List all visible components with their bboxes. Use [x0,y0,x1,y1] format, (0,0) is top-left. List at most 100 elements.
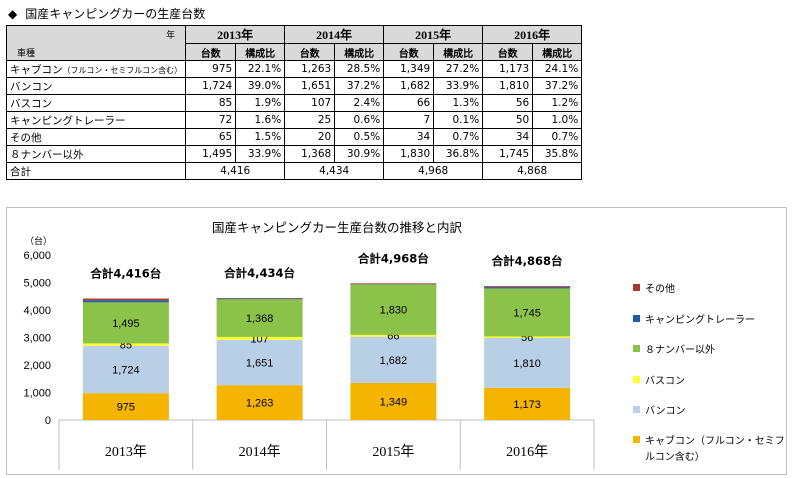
row-label-text: キャブコン [10,63,63,76]
corner-type-label: 車種 [17,49,36,59]
units-cell: 66 [383,94,435,112]
year-header: 2016年 [482,25,583,44]
ratio-cell: 0.6% [334,111,385,129]
units-cell: 1,830 [383,145,435,163]
row-label-text: バンコン [10,80,53,93]
row-label: キャンピングトレーラー [5,111,187,129]
production-table: 年 車種 2013年 2014年 2015年 2016年 台数 構成比 台数 構… [5,25,583,180]
total-value: 4,416 [185,162,286,180]
units-cell: 1,724 [185,77,237,95]
ratio-cell: 0.1% [433,111,484,129]
row-label-text: バスコン [10,97,52,110]
table-row: ８ナンバー以外 1,495 33.9% 1,368 30.9% 1,830 36.8% 1,7… [5,145,583,163]
ratio-cell: 1.3% [433,94,484,112]
legend-label: バンコン [645,405,686,417]
total-label: 合計4,434台 [224,266,295,280]
total-label: 合計4,416台 [90,267,161,281]
ratio-cell: 22.1% [235,60,286,78]
y-tick-label: 6,000 [23,250,51,262]
bar-segment [82,300,169,303]
data-label: 1,830 [380,305,408,317]
units-subheader: 台数 [185,43,237,61]
ratio-cell: 24.1% [532,60,583,78]
units-subheader: 台数 [383,43,435,61]
legend-swatch [633,376,640,383]
units-cell: 34 [383,128,435,146]
row-label: その他 [5,128,187,146]
x-category-label: 2016年 [506,444,548,460]
legend-label: ルコン含む） [645,450,705,463]
ratio-cell: 0.7% [433,128,484,146]
ratio-cell: 1.2% [532,94,583,112]
table-row: バンコン 1,724 39.0% 1,651 37.2% 1,682 33.9% 1,810 3… [5,77,583,95]
units-cell: 56 [482,94,534,112]
table-row: その他 65 1.5% 20 0.5% 34 0.7% 34 0.7% [5,128,583,146]
row-label-note: （フルコン・セミフルコン含む） [62,65,183,75]
row-label: バスコン [5,94,187,112]
row-label-text: ８ナンバー以外 [10,148,84,161]
row-label-text: キャンピングトレーラー [10,114,126,127]
data-label: 1,810 [513,358,541,370]
bar-segment [216,298,303,300]
units-cell: 65 [185,128,237,146]
units-cell: 107 [284,94,336,112]
units-cell: 975 [185,60,237,78]
table-total-row: 合計 4,416 4,434 4,968 4,868 [5,162,583,180]
bar-segment [484,286,571,288]
ratio-cell: 1.9% [235,94,286,112]
units-cell: 1,651 [284,77,336,95]
ratio-subheader: 構成比 [433,43,484,61]
total-label: 合計4,868台 [492,254,563,268]
row-label: キャブコン（フルコン・セミフルコン含む） [5,60,187,78]
ratio-cell: 30.9% [334,145,385,163]
total-label: 合計 [5,162,187,180]
row-label: バンコン [5,77,187,95]
document-title-text: 国産キャンピングカーの生産台数 [25,7,206,21]
ratio-cell: 1.0% [532,111,583,129]
units-cell: 1,349 [383,60,435,78]
units-cell: 1,368 [284,145,336,163]
units-cell: 20 [284,128,336,146]
bar-segment [350,336,437,383]
y-tick-label: 1,000 [23,388,51,400]
data-label: 1,173 [513,399,541,411]
bar-segment [82,343,169,346]
units-cell: 1,495 [185,145,237,163]
ratio-cell: 37.2% [334,77,385,95]
bar-segment [216,299,303,337]
legend-swatch [633,315,640,322]
bar-segment [484,288,571,337]
chart-title: 国産キャンピングカー生産台数の推移と内訳 [212,220,463,235]
bar-segment [82,298,169,301]
y-axis-unit: （台） [25,235,52,247]
total-value: 4,968 [383,162,484,180]
legend-swatch [633,345,640,352]
data-label: 1,745 [513,307,541,319]
data-label: 1,349 [380,396,408,408]
units-cell: 1,810 [482,77,534,95]
data-label: 1,724 [112,364,140,376]
bar-segment [216,298,303,299]
units-cell: 1,682 [383,77,435,95]
bar-segment [216,385,303,420]
units-cell: 1,263 [284,60,336,78]
legend-label: バスコン [645,375,685,387]
data-label: 1,495 [112,318,140,330]
chart-container: 国産キャンピングカー生産台数の推移と内訳 （台） 0 1,000 2,000 3,000 4… [6,207,787,475]
table-row: バスコン 85 1.9% 107 2.4% 66 1.3% 56 1.2% [5,94,583,112]
units-subheader: 台数 [482,43,534,61]
ratio-cell: 33.9% [433,77,484,95]
y-tick-label: 3,000 [23,333,51,345]
ratio-cell: 36.8% [433,145,484,163]
units-cell: 50 [482,111,534,129]
y-tick-label: 2,000 [23,360,51,372]
ratio-cell: 27.2% [433,60,484,78]
data-label: 1,682 [380,355,408,367]
legend-label: その他 [645,282,675,295]
bar-segment [216,339,303,386]
year-header: 2015年 [383,25,484,44]
bar-segment [484,387,571,420]
ratio-subheader: 構成比 [235,43,286,61]
y-tick-label: 4,000 [23,305,51,317]
units-cell: 34 [482,128,534,146]
